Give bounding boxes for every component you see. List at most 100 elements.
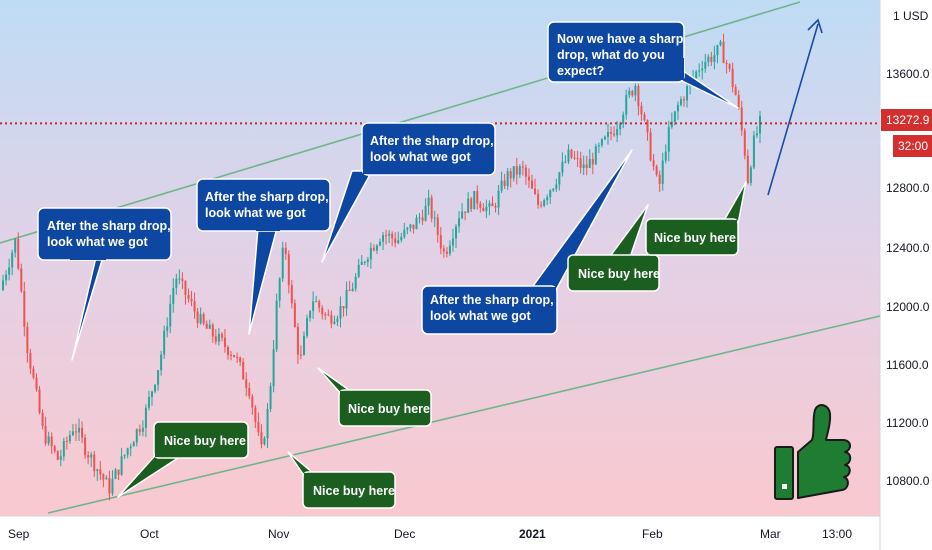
candle-body: [710, 56, 713, 62]
candle-body: [494, 206, 497, 208]
callout-line: After the sharp drop,: [430, 293, 554, 307]
candle-body: [26, 326, 29, 354]
callout-line: Now we have a sharp: [557, 32, 684, 46]
candle-body: [299, 354, 302, 356]
candle-body: [603, 136, 606, 140]
candle-body: [169, 303, 172, 327]
candle-body: [87, 455, 90, 458]
callout-after-drop-2[interactable]: After the sharp drop, look what we got: [196, 178, 331, 335]
candle-body: [32, 368, 35, 378]
axis-tick-12400: 12400.0: [886, 241, 930, 255]
candle-body: [357, 264, 360, 277]
candle-body: [17, 239, 20, 269]
callout-buy-2[interactable]: Nice buy here: [287, 451, 396, 509]
candle-body: [117, 469, 120, 475]
candle-body: [585, 164, 588, 169]
candle-body: [546, 197, 549, 201]
candle-body: [281, 247, 284, 279]
candle-body: [260, 432, 263, 445]
candle-body: [336, 318, 339, 322]
candle-body: [175, 278, 178, 288]
candle-body: [476, 191, 479, 204]
candle-body: [470, 198, 473, 210]
candle-body: [497, 190, 500, 208]
candle-body: [740, 107, 743, 131]
candle-body: [306, 318, 309, 336]
candle-body: [524, 167, 527, 177]
candle-body: [202, 314, 205, 324]
candle-body: [473, 191, 476, 210]
candle-body: [120, 456, 123, 475]
candle-body: [257, 421, 260, 433]
candle-body: [62, 440, 65, 457]
candle-body: [427, 197, 430, 206]
candle-body: [50, 436, 53, 447]
candle-body: [567, 149, 570, 162]
last-price-tag: 13272.9 32:00: [881, 109, 932, 157]
candle-body: [531, 180, 533, 189]
candle-body: [47, 436, 50, 444]
candle-body: [75, 431, 77, 433]
candle-body: [439, 234, 442, 249]
candle-body: [543, 200, 546, 206]
candle-body: [515, 166, 518, 175]
candle-body: [679, 99, 682, 105]
callout-line: look what we got: [205, 206, 307, 220]
candle-body: [570, 149, 573, 158]
candle-body: [491, 203, 494, 207]
candle-body: [220, 333, 223, 338]
candle-body: [129, 446, 132, 449]
candle-body: [20, 268, 23, 292]
candle-body: [418, 217, 421, 219]
candle-body: [172, 287, 175, 304]
candle-body: [594, 146, 597, 165]
candle-body: [512, 166, 515, 179]
candle-body: [701, 68, 704, 71]
candle-body: [704, 62, 707, 69]
candle-body: [284, 247, 287, 255]
axis-tick-12800: 12800.0: [886, 181, 930, 195]
candle-body: [223, 337, 226, 348]
callout-expect[interactable]: Now we have a sharp drop, what do you ex…: [547, 21, 739, 109]
callout-line: look what we got: [430, 309, 532, 323]
candle-body: [695, 71, 698, 79]
candle-body: [610, 131, 613, 134]
callout-after-drop-3[interactable]: After the sharp drop, look what we got: [321, 122, 496, 263]
callout-buy-5[interactable]: Nice buy here: [645, 181, 747, 256]
candle-body: [11, 252, 14, 268]
candle-body: [631, 90, 634, 96]
candle-body: [409, 224, 412, 228]
candle-body: [312, 301, 315, 311]
callout-buy-4[interactable]: Nice buy here: [567, 204, 660, 292]
candle-body: [749, 167, 752, 184]
candle-body: [41, 412, 44, 426]
callout-after-drop-1[interactable]: After the sharp drop, look what we got: [37, 207, 172, 361]
candle-body: [160, 354, 163, 371]
callout-line: Nice buy here: [164, 434, 246, 448]
candle-body: [278, 278, 281, 301]
candle-body: [275, 300, 278, 350]
candle-body: [272, 349, 275, 387]
callout-buy-3[interactable]: Nice buy here: [317, 367, 432, 427]
candle-body: [193, 301, 196, 312]
candle-body: [81, 427, 84, 438]
candle-body: [597, 145, 600, 147]
candle-body: [485, 206, 488, 212]
axis-tick-11200: 11200.0: [886, 416, 929, 430]
candle-body: [287, 254, 290, 286]
candle-body: [269, 386, 272, 409]
candle-body: [108, 477, 111, 494]
candle-body: [619, 123, 622, 130]
candle-body: [190, 298, 193, 302]
callout-buy-1[interactable]: Nice buy here: [117, 421, 249, 498]
candle-body: [227, 347, 229, 355]
candle-body: [366, 259, 369, 262]
candle-body: [290, 285, 293, 304]
time-tick-oct: Oct: [140, 527, 159, 541]
candle-body: [424, 205, 427, 221]
candle-body: [263, 438, 266, 445]
callout-after-drop-4[interactable]: After the sharp drop, look what we got: [421, 149, 633, 335]
candle-body: [339, 306, 342, 319]
candle-body: [616, 129, 619, 136]
